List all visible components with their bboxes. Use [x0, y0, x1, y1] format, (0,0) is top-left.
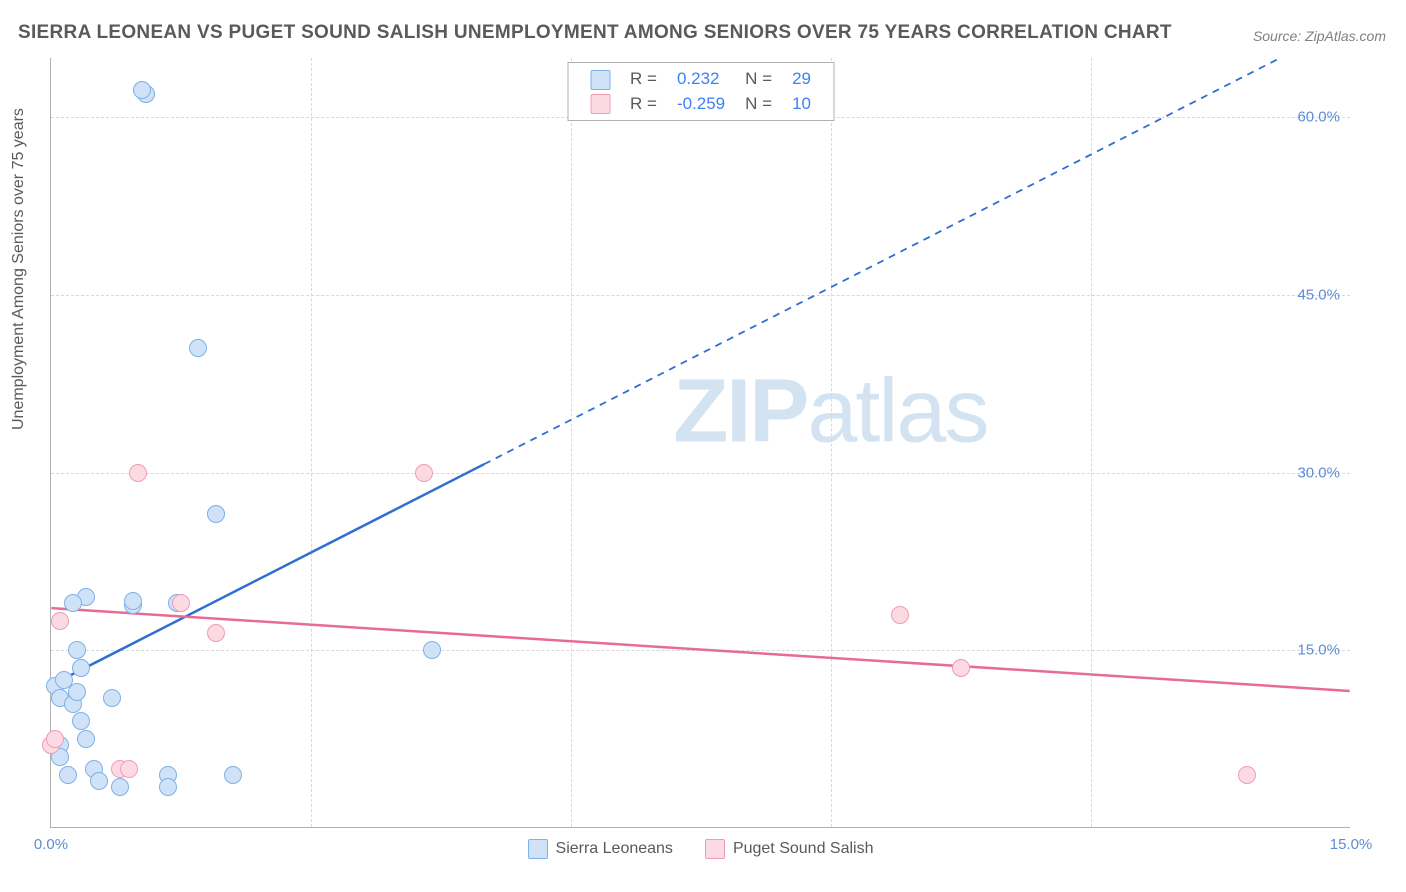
r-label: R =: [620, 92, 667, 117]
watermark-bold: ZIP: [673, 361, 807, 461]
scatter-point: [129, 464, 147, 482]
scatter-point: [952, 659, 970, 677]
scatter-point: [77, 730, 95, 748]
scatter-point: [207, 505, 225, 523]
trend-lines: [51, 58, 1350, 827]
scatter-point: [68, 641, 86, 659]
scatter-point: [1238, 766, 1256, 784]
stat-swatch-series2: [590, 94, 610, 114]
scatter-point: [51, 612, 69, 630]
watermark-light: atlas: [807, 361, 987, 461]
series-legend: Sierra Leoneans Puget Sound Salish: [528, 839, 874, 859]
scatter-point: [133, 81, 151, 99]
scatter-point: [64, 594, 82, 612]
y-tick-label: 60.0%: [1297, 109, 1340, 126]
y-tick-label: 15.0%: [1297, 642, 1340, 659]
stat-row-series2: R = -0.259 N = 10: [580, 92, 821, 117]
scatter-point: [103, 689, 121, 707]
r-value-series2: -0.259: [667, 92, 735, 117]
legend-swatch-series2: [705, 839, 725, 859]
statistics-box: R = 0.232 N = 29 R = -0.259 N = 10: [567, 62, 834, 121]
legend-swatch-series1: [528, 839, 548, 859]
legend-item-series2: Puget Sound Salish: [705, 839, 874, 859]
scatter-point: [891, 606, 909, 624]
scatter-point: [415, 464, 433, 482]
n-label: N =: [735, 92, 782, 117]
plot-area: ZIPatlas 15.0%30.0%45.0%60.0% 0.0%15.0% …: [50, 58, 1350, 828]
scatter-point: [224, 766, 242, 784]
x-tick-label: 15.0%: [1330, 836, 1373, 853]
scatter-point: [207, 624, 225, 642]
scatter-point: [90, 772, 108, 790]
n-value-series1: 29: [782, 67, 821, 92]
x-tick-label: 0.0%: [34, 836, 68, 853]
stat-swatch-series1: [590, 70, 610, 90]
r-label: R =: [620, 67, 667, 92]
scatter-point: [68, 683, 86, 701]
scatter-point: [111, 778, 129, 796]
r-value-series1: 0.232: [667, 67, 735, 92]
scatter-point: [72, 712, 90, 730]
scatter-point: [72, 659, 90, 677]
chart-title: SIERRA LEONEAN VS PUGET SOUND SALISH UNE…: [18, 22, 1172, 44]
y-tick-label: 30.0%: [1297, 464, 1340, 481]
stat-row-series1: R = 0.232 N = 29: [580, 67, 821, 92]
scatter-point: [59, 766, 77, 784]
scatter-point: [46, 730, 64, 748]
legend-label-series1: Sierra Leoneans: [556, 840, 673, 858]
scatter-point: [189, 339, 207, 357]
n-value-series2: 10: [782, 92, 821, 117]
scatter-point: [172, 594, 190, 612]
scatter-point: [124, 592, 142, 610]
scatter-point: [120, 760, 138, 778]
scatter-point: [423, 641, 441, 659]
source-label: Source: ZipAtlas.com: [1253, 28, 1386, 44]
legend-label-series2: Puget Sound Salish: [733, 840, 874, 858]
scatter-point: [159, 778, 177, 796]
legend-item-series1: Sierra Leoneans: [528, 839, 673, 859]
n-label: N =: [735, 67, 782, 92]
y-axis-label: Unemployment Among Seniors over 75 years: [10, 108, 28, 430]
y-tick-label: 45.0%: [1297, 286, 1340, 303]
